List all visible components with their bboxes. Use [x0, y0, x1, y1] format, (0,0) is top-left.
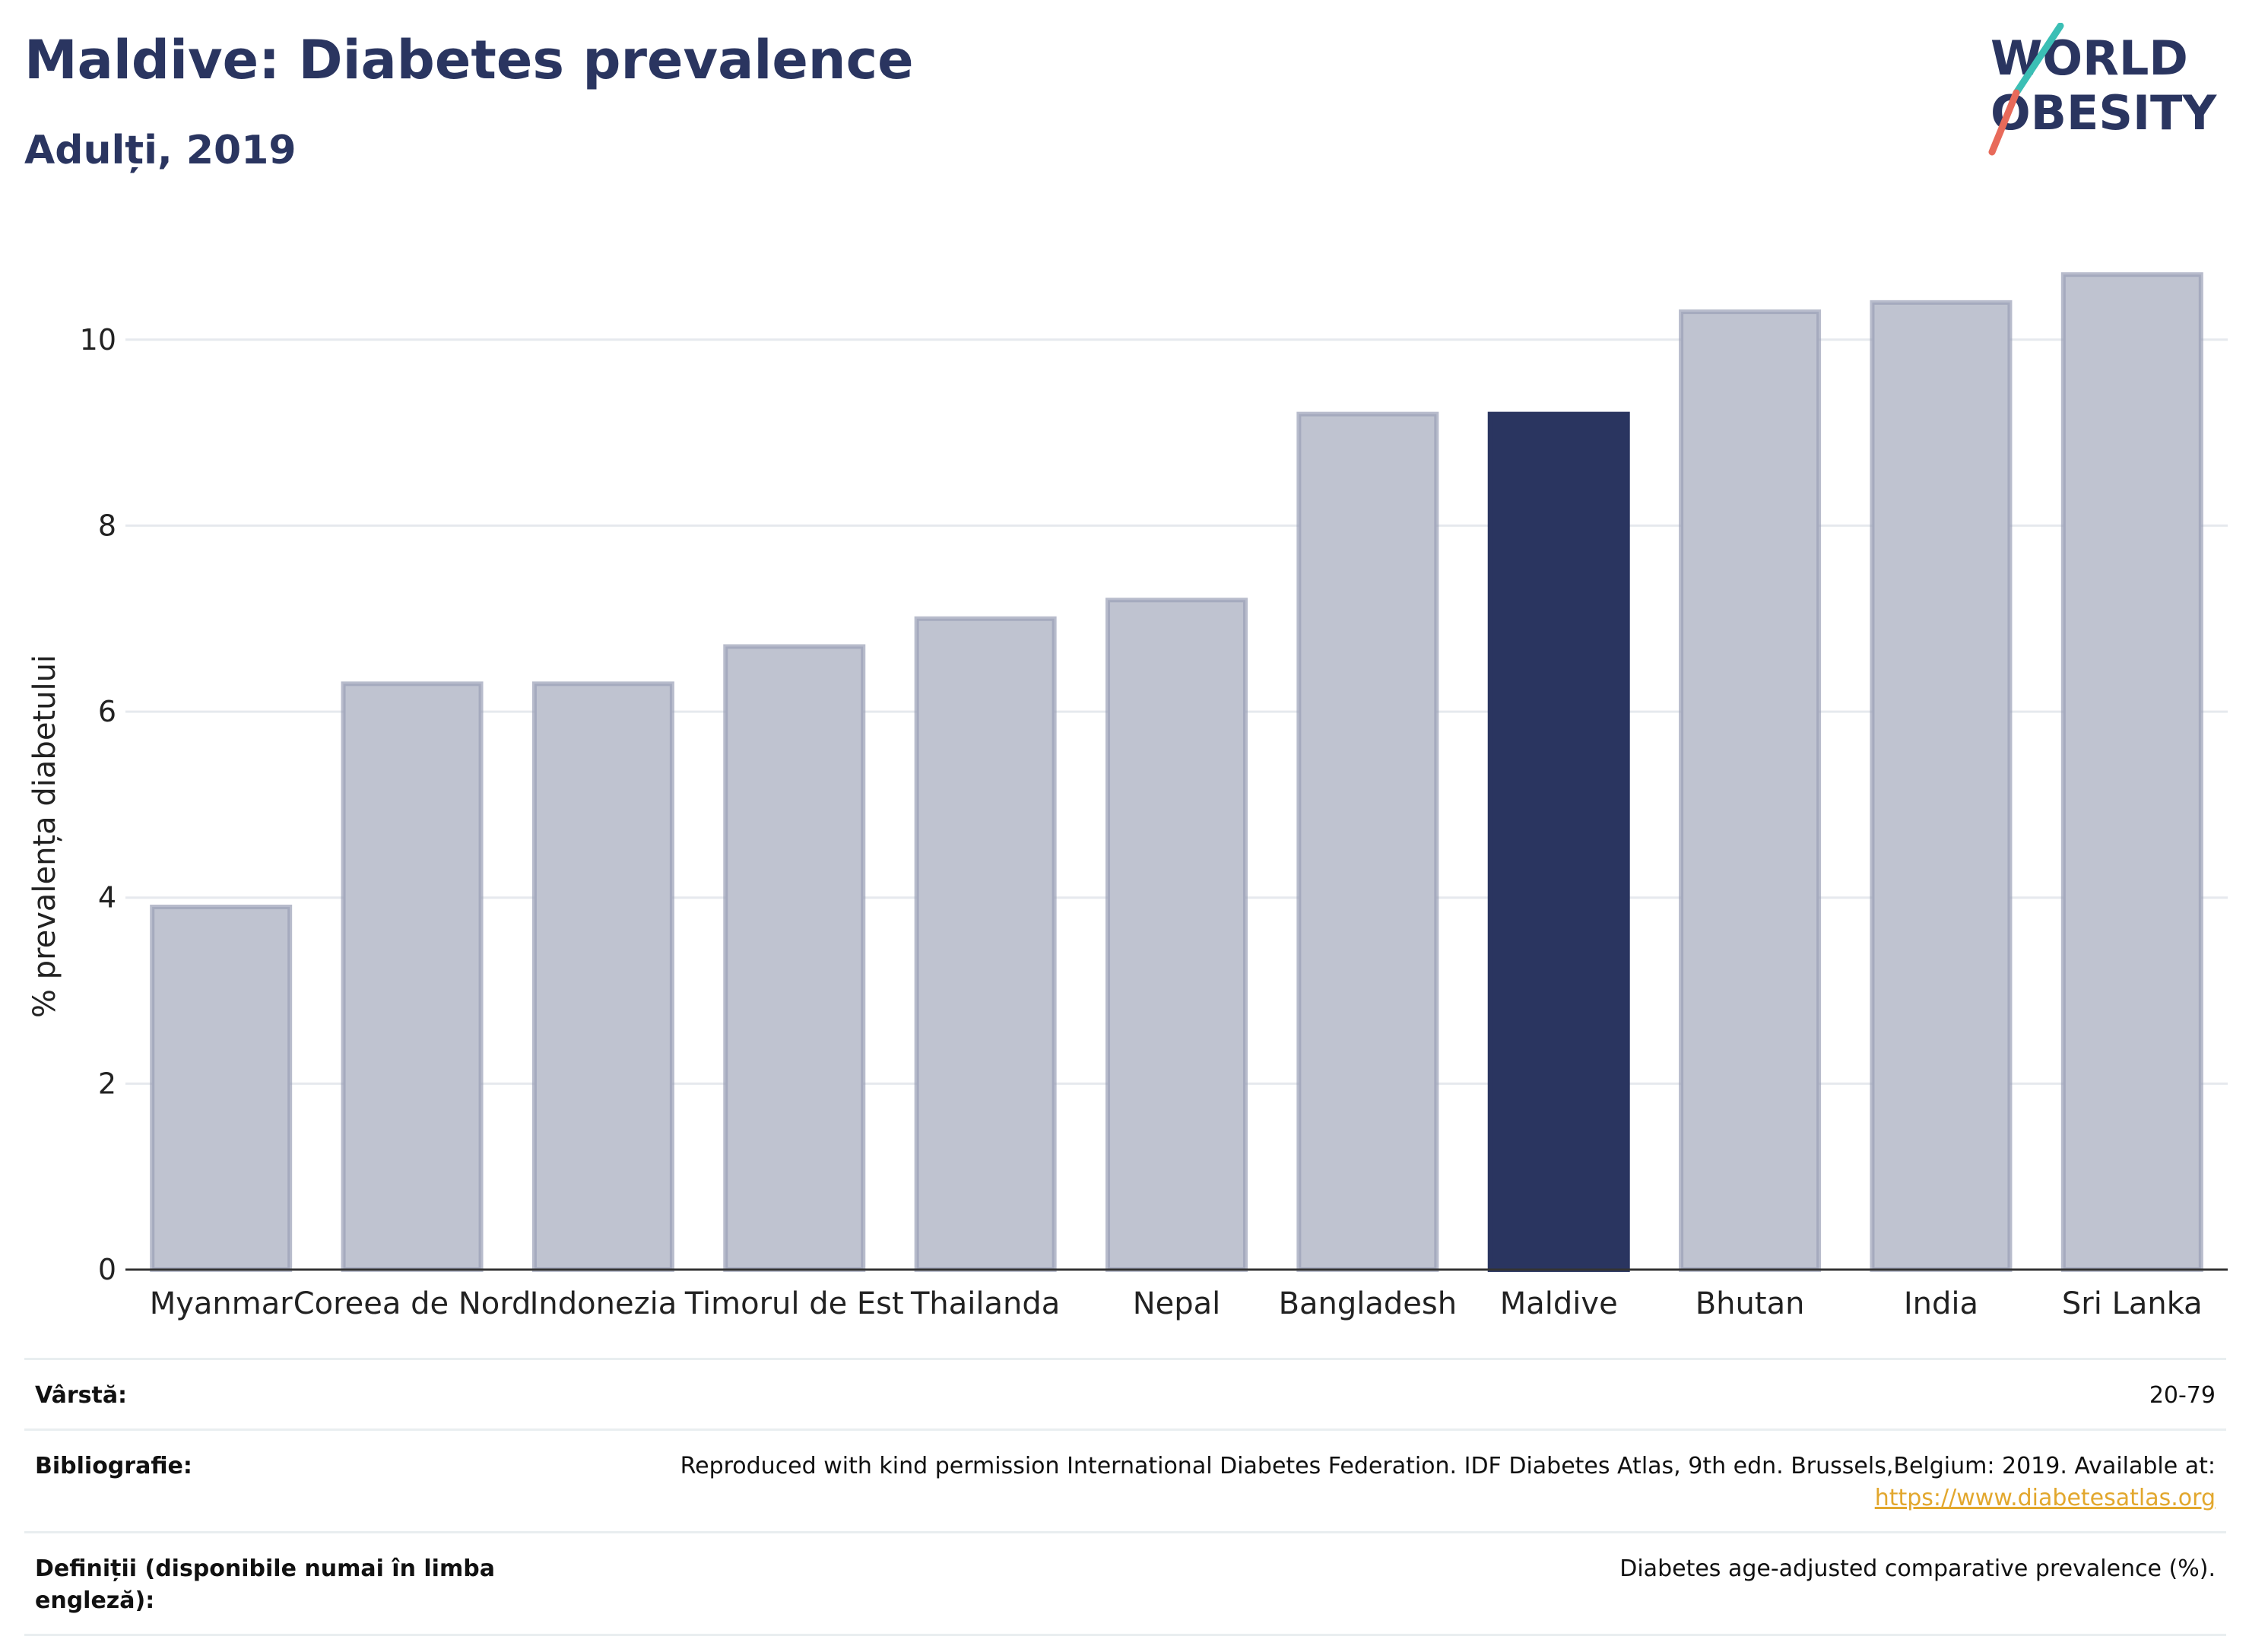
logo-slash-coral: [1988, 89, 2020, 156]
x-tick-label: Bangladesh: [1279, 1286, 1458, 1321]
chart-subtitle: Adulți, 2019: [24, 128, 297, 173]
definitions-value: Diabetes age-adjusted comparative preval…: [532, 1531, 2226, 1636]
bar-myanmar[interactable]: [150, 904, 293, 1272]
logo-slash-teal: [2013, 23, 2064, 97]
bar-indonezia[interactable]: [531, 681, 674, 1272]
y-tick-label: 10: [80, 323, 116, 357]
bar-nepal[interactable]: [1105, 598, 1248, 1272]
bar-timorul-de-est[interactable]: [723, 644, 866, 1272]
x-tick-label: Thailanda: [910, 1286, 1060, 1321]
diabetes-atlas-link[interactable]: https://www.diabetesatlas.org: [1874, 1485, 2216, 1511]
bar-sri-lanka[interactable]: [2060, 272, 2203, 1272]
chart-title: Maldive: Diabetes prevalence: [24, 29, 914, 91]
info-table: Vârstă: 20-79 Bibliografie: Reproduced w…: [24, 1358, 2226, 1636]
y-tick-label: 8: [98, 509, 116, 542]
y-axis-title: % prevalența diabetului: [27, 655, 62, 1018]
x-tick-label: India: [1904, 1286, 1978, 1321]
x-tick-label: Indonezia: [530, 1286, 677, 1321]
bar-coreea-de-nord[interactable]: [341, 681, 484, 1272]
definitions-label: Definiții (disponibile numai în limba en…: [24, 1531, 532, 1636]
x-tick-label: Myanmar: [150, 1286, 293, 1321]
y-tick-label: 2: [98, 1067, 116, 1100]
x-tick-label: Coreea de Nord: [293, 1286, 531, 1321]
bibliography-value: Reproduced with kind permission Internat…: [532, 1428, 2226, 1533]
bibliography-text: Reproduced with kind permission Internat…: [680, 1453, 2216, 1479]
info-row-age: Vârstă: 20-79: [24, 1358, 2226, 1430]
info-row-bibliography: Bibliografie: Reproduced with kind permi…: [24, 1428, 2226, 1533]
bibliography-label: Bibliografie:: [24, 1428, 532, 1533]
world-obesity-logo: WORLD OBESITY: [1988, 23, 2217, 156]
x-tick-label: Nepal: [1133, 1286, 1221, 1321]
y-tick-label: 6: [98, 695, 116, 728]
bar-thailanda[interactable]: [914, 616, 1057, 1272]
age-label: Vârstă:: [24, 1358, 532, 1430]
logo-line-2: OBESITY: [1990, 85, 2217, 141]
bar-bangladesh[interactable]: [1296, 411, 1439, 1273]
y-tick-label: 4: [98, 881, 116, 915]
age-value: 20-79: [532, 1358, 2226, 1430]
bar-maldive[interactable]: [1487, 411, 1630, 1273]
x-tick-label: Maldive: [1500, 1286, 1618, 1321]
y-tick-label: 0: [98, 1253, 116, 1286]
x-tick-label: Sri Lanka: [2062, 1286, 2203, 1321]
x-tick-label: Timorul de Est: [684, 1286, 904, 1321]
bars: [150, 272, 2203, 1273]
bar-bhutan[interactable]: [1679, 309, 1822, 1273]
x-tick-label: Bhutan: [1695, 1286, 1805, 1321]
bar-india[interactable]: [1870, 300, 2013, 1272]
info-row-definitions: Definiții (disponibile numai în limba en…: [24, 1531, 2226, 1636]
